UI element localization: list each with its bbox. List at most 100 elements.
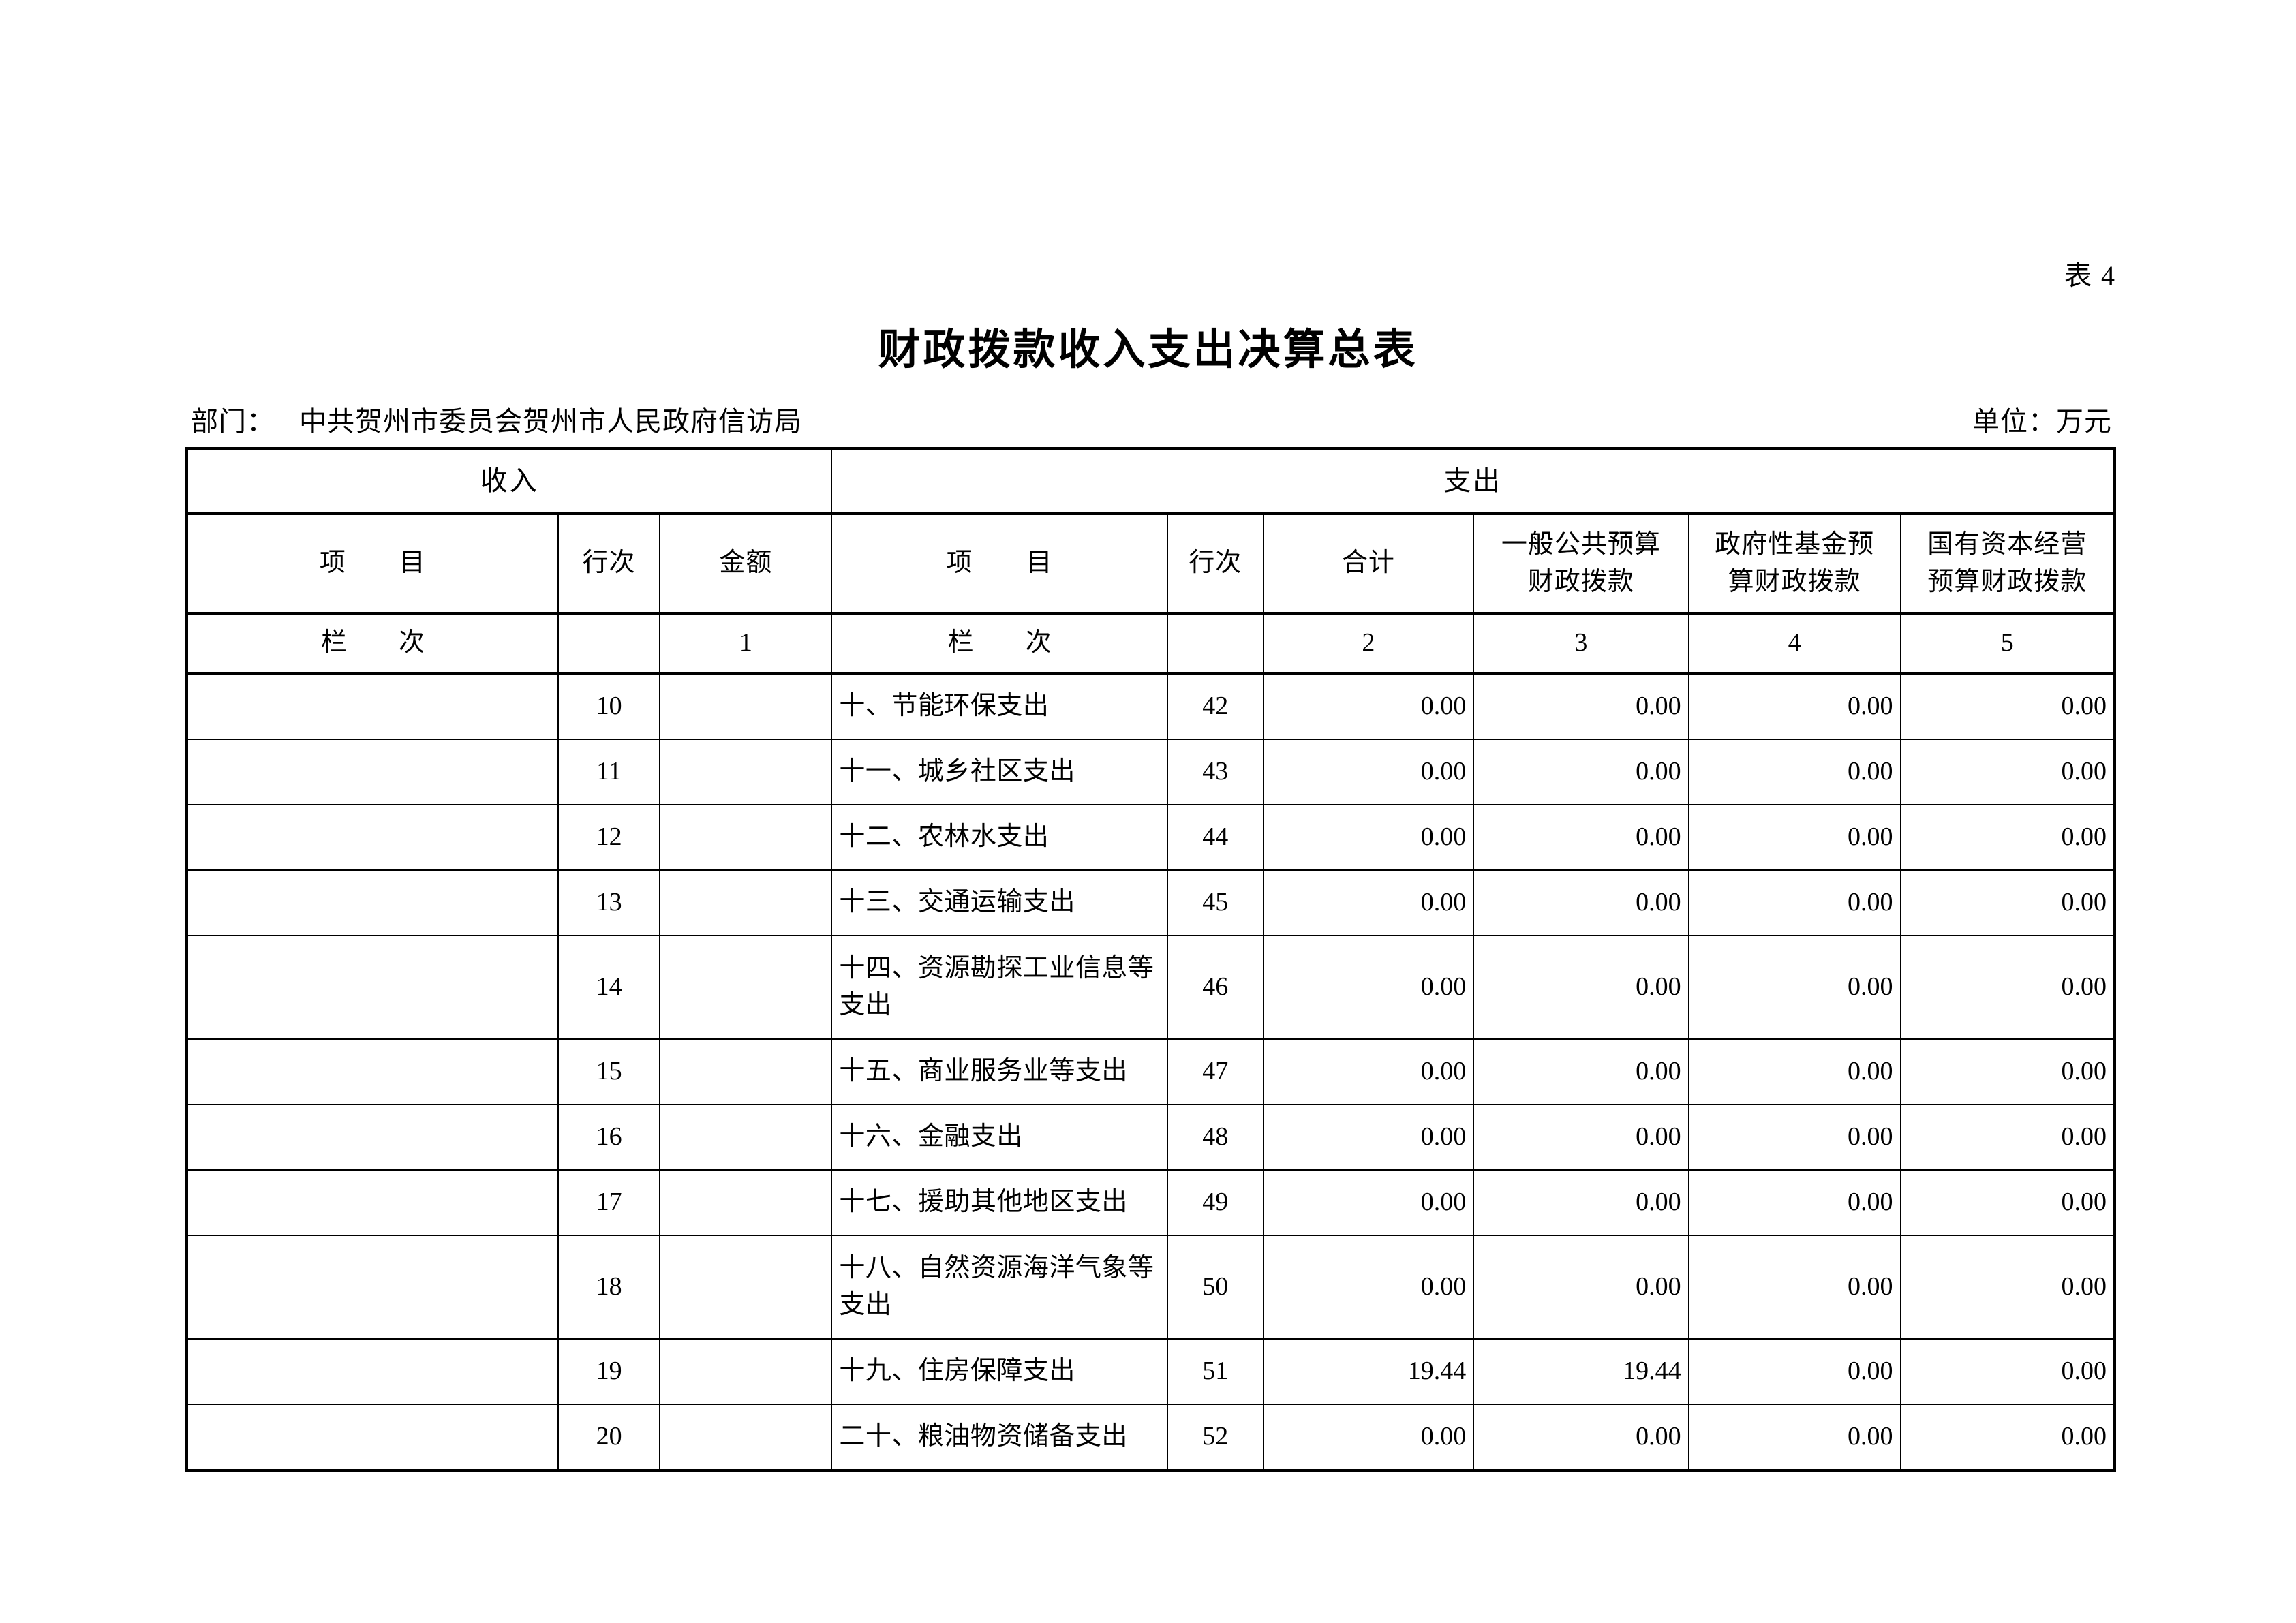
- expense-item-cell: 十四、资源勘探工业信息等支出: [831, 935, 1168, 1040]
- expense-general-cell: 0.00: [1473, 1235, 1689, 1340]
- income-item-cell: [186, 739, 559, 805]
- income-line-cell: 13: [557, 869, 661, 936]
- income-item-cell: [186, 1235, 559, 1340]
- income-line-cell: 10: [557, 673, 661, 740]
- income-amount-cell: [659, 1104, 833, 1171]
- income-amount-cell: [659, 1169, 833, 1236]
- income-item-cell: [186, 673, 559, 740]
- expense-state-cell: 0.00: [1899, 1235, 2116, 1340]
- section-header-income: 收入: [185, 448, 833, 515]
- income-item-cell: [186, 869, 559, 936]
- expense-general-cell: 0.00: [1473, 1404, 1689, 1471]
- expense-line-cell: 47: [1166, 1038, 1264, 1105]
- expense-general-cell: 0.00: [1473, 1038, 1689, 1105]
- lane-expense-line: [1166, 613, 1264, 675]
- lane-income-amount: 1: [659, 613, 833, 675]
- income-line-cell: 19: [557, 1338, 661, 1405]
- expense-fund-cell: 0.00: [1687, 1169, 1901, 1236]
- expense-general-cell: 19.44: [1473, 1338, 1689, 1405]
- expense-state-cell: 0.00: [1899, 935, 2116, 1040]
- header-expense-state-line2: 预算财政拨款: [1927, 568, 2087, 596]
- expense-line-cell: 50: [1166, 1235, 1264, 1340]
- department-label: 部门：: [191, 406, 275, 437]
- income-item-cell: [186, 1169, 559, 1236]
- expense-state-cell: 0.00: [1899, 1104, 2116, 1171]
- table-row: 14 十四、资源勘探工业信息等支出 46 0.00 0.00 0.00 0.00: [186, 935, 2116, 1040]
- expense-general-cell: 0.00: [1473, 673, 1689, 740]
- expense-item-cell: 十二、农林水支出: [831, 804, 1168, 871]
- table-row: 15 十五、商业服务业等支出 47 0.00 0.00 0.00 0.00: [186, 1038, 2116, 1105]
- header-expense-fund: 政府性基金预 算财政拨款: [1687, 513, 1901, 615]
- lane-label-expense: 栏 次: [831, 613, 1168, 675]
- expense-general-cell: 0.00: [1473, 1104, 1689, 1171]
- lane-expense-general: 3: [1473, 613, 1689, 675]
- expense-total-cell: 0.00: [1262, 739, 1475, 805]
- expense-line-cell: 49: [1166, 1169, 1264, 1236]
- expense-total-cell: 0.00: [1262, 1235, 1475, 1340]
- expense-state-cell: 0.00: [1899, 869, 2116, 936]
- header-expense-item: 项 目: [831, 513, 1168, 615]
- lane-expense-total: 2: [1262, 613, 1475, 675]
- income-line-cell: 20: [557, 1404, 661, 1471]
- header-income-amount: 金额: [659, 513, 833, 615]
- expense-line-cell: 42: [1166, 673, 1264, 740]
- section-header-expense: 支出: [831, 448, 2115, 515]
- income-line-cell: 14: [557, 935, 661, 1040]
- header-expense-line: 行次: [1166, 513, 1264, 615]
- expense-item-cell: 十一、城乡社区支出: [831, 739, 1168, 805]
- expense-fund-cell: 0.00: [1687, 935, 1901, 1040]
- expense-general-cell: 0.00: [1473, 869, 1689, 936]
- expense-fund-cell: 0.00: [1687, 673, 1901, 740]
- document-meta: 部门： 中共贺州市委员会贺州市人民政府信访局 单位：万元: [191, 399, 2116, 439]
- expense-item-cell: 十九、住房保障支出: [831, 1338, 1168, 1405]
- income-amount-cell: [659, 804, 833, 871]
- expense-total-cell: 0.00: [1262, 935, 1475, 1040]
- header-expense-total: 合计: [1262, 513, 1475, 615]
- expense-item-cell: 十八、自然资源海洋气象等支出: [831, 1235, 1168, 1340]
- expense-total-cell: 0.00: [1262, 1104, 1475, 1171]
- column-header-row: 项 目 行次 金额 项 目 行次 合计 一般公共预算 财政拨款 政府性基金预 算…: [186, 513, 2116, 615]
- income-line-cell: 17: [557, 1169, 661, 1236]
- expense-item-cell: 十、节能环保支出: [831, 673, 1168, 740]
- income-item-cell: [186, 1404, 559, 1471]
- expense-line-cell: 48: [1166, 1104, 1264, 1171]
- unit-label: 单位：万元: [1972, 406, 2112, 437]
- expense-item-cell: 二十、粮油物资储备支出: [831, 1404, 1168, 1471]
- expense-general-cell: 0.00: [1473, 935, 1689, 1040]
- expense-total-cell: 0.00: [1262, 1038, 1475, 1105]
- expense-fund-cell: 0.00: [1687, 1038, 1901, 1105]
- expense-state-cell: 0.00: [1899, 804, 2116, 871]
- expense-state-cell: 0.00: [1899, 673, 2116, 740]
- expense-state-cell: 0.00: [1899, 1169, 2116, 1236]
- department-value: 中共贺州市委员会贺州市人民政府信访局: [299, 406, 802, 437]
- lane-expense-fund: 4: [1687, 613, 1901, 675]
- expense-item-cell: 十三、交通运输支出: [831, 869, 1168, 936]
- lane-number-row: 栏 次 1 栏 次 2 3 4 5: [186, 613, 2116, 675]
- expense-line-cell: 46: [1166, 935, 1264, 1040]
- income-amount-cell: [659, 739, 833, 805]
- expense-total-cell: 0.00: [1262, 673, 1475, 740]
- income-item-cell: [186, 1338, 559, 1405]
- expense-fund-cell: 0.00: [1687, 1338, 1901, 1405]
- income-amount-cell: [659, 673, 833, 740]
- header-income-line: 行次: [557, 513, 661, 615]
- income-item-cell: [186, 804, 559, 871]
- header-expense-fund-line1: 政府性基金预: [1715, 529, 1875, 559]
- income-line-cell: 12: [557, 804, 661, 871]
- expense-line-cell: 51: [1166, 1338, 1264, 1405]
- income-item-cell: [186, 1104, 559, 1171]
- header-expense-state-line1: 国有资本经营: [1927, 529, 2087, 559]
- table-row: 12 十二、农林水支出 44 0.00 0.00 0.00 0.00: [186, 804, 2116, 871]
- income-amount-cell: [659, 1235, 833, 1340]
- lane-income-line: [557, 613, 661, 675]
- table-row: 13 十三、交通运输支出 45 0.00 0.00 0.00 0.00: [186, 869, 2116, 936]
- income-line-cell: 15: [557, 1038, 661, 1105]
- sheet-number: 表 4: [2064, 260, 2116, 291]
- expense-fund-cell: 0.00: [1687, 804, 1901, 871]
- header-expense-general: 一般公共预算 财政拨款: [1473, 513, 1689, 615]
- table-row: 20 二十、粮油物资储备支出 52 0.00 0.00 0.00 0.00: [186, 1404, 2116, 1471]
- income-line-cell: 16: [557, 1104, 661, 1171]
- table-row: 10 十、节能环保支出 42 0.00 0.00 0.00 0.00: [186, 673, 2116, 740]
- header-expense-state: 国有资本经营 预算财政拨款: [1899, 513, 2116, 615]
